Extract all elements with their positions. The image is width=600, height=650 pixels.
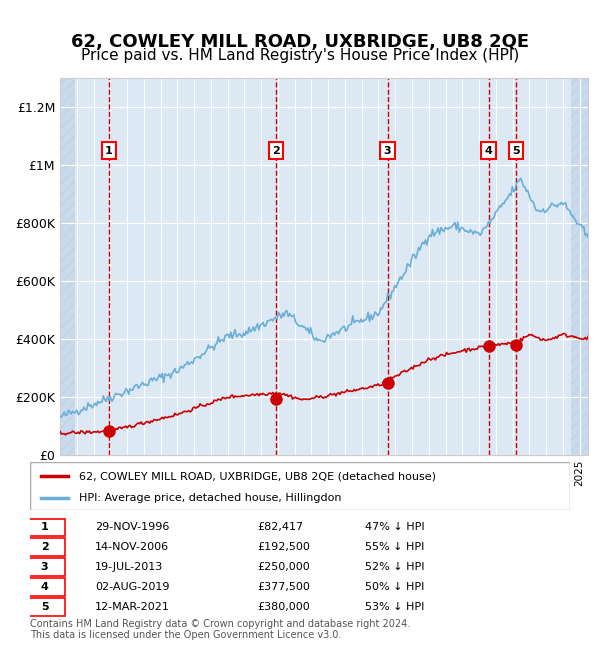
Text: 2: 2 (41, 542, 49, 552)
Text: 1: 1 (105, 146, 113, 155)
Text: £377,500: £377,500 (257, 582, 310, 592)
Text: 55% ↓ HPI: 55% ↓ HPI (365, 542, 424, 552)
Text: 3: 3 (384, 146, 391, 155)
Text: £380,000: £380,000 (257, 602, 310, 612)
FancyBboxPatch shape (25, 558, 65, 576)
Text: £192,500: £192,500 (257, 542, 310, 552)
FancyBboxPatch shape (30, 462, 570, 510)
Text: 02-AUG-2019: 02-AUG-2019 (95, 582, 169, 592)
Text: 1: 1 (41, 523, 49, 532)
Text: 3: 3 (41, 562, 49, 572)
Text: 14-NOV-2006: 14-NOV-2006 (95, 542, 169, 552)
Text: 12-MAR-2021: 12-MAR-2021 (95, 602, 170, 612)
Text: 50% ↓ HPI: 50% ↓ HPI (365, 582, 424, 592)
FancyBboxPatch shape (25, 519, 65, 536)
Text: 47% ↓ HPI: 47% ↓ HPI (365, 523, 424, 532)
Text: 19-JUL-2013: 19-JUL-2013 (95, 562, 163, 572)
Text: 5: 5 (41, 602, 49, 612)
Bar (571, 78, 588, 455)
FancyBboxPatch shape (25, 598, 65, 616)
Text: 2: 2 (272, 146, 280, 155)
Text: 29-NOV-1996: 29-NOV-1996 (95, 523, 169, 532)
Text: Price paid vs. HM Land Registry's House Price Index (HPI): Price paid vs. HM Land Registry's House … (81, 47, 519, 63)
Bar (60, 78, 75, 455)
Text: £250,000: £250,000 (257, 562, 310, 572)
Text: 5: 5 (512, 146, 520, 155)
Text: Contains HM Land Registry data © Crown copyright and database right 2024.
This d: Contains HM Land Registry data © Crown c… (30, 619, 410, 640)
Text: HPI: Average price, detached house, Hillingdon: HPI: Average price, detached house, Hill… (79, 493, 341, 503)
FancyBboxPatch shape (25, 578, 65, 596)
Text: 62, COWLEY MILL ROAD, UXBRIDGE, UB8 2QE (detached house): 62, COWLEY MILL ROAD, UXBRIDGE, UB8 2QE … (79, 471, 436, 481)
Text: 4: 4 (485, 146, 493, 155)
Text: 52% ↓ HPI: 52% ↓ HPI (365, 562, 424, 572)
Text: £82,417: £82,417 (257, 523, 303, 532)
Text: 4: 4 (41, 582, 49, 592)
Text: 53% ↓ HPI: 53% ↓ HPI (365, 602, 424, 612)
FancyBboxPatch shape (25, 538, 65, 556)
Text: 62, COWLEY MILL ROAD, UXBRIDGE, UB8 2QE: 62, COWLEY MILL ROAD, UXBRIDGE, UB8 2QE (71, 33, 529, 51)
